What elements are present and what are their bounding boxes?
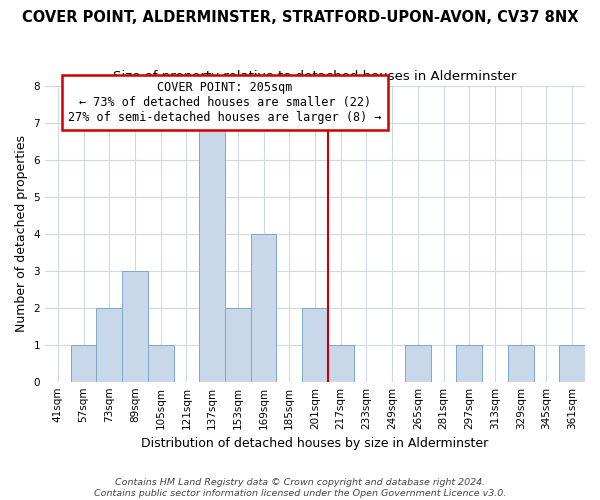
Text: Contains HM Land Registry data © Crown copyright and database right 2024.
Contai: Contains HM Land Registry data © Crown c… [94, 478, 506, 498]
Bar [559, 344, 585, 382]
Text: COVER POINT: 205sqm
← 73% of detached houses are smaller (22)
27% of semi-detach: COVER POINT: 205sqm ← 73% of detached ho… [68, 80, 382, 124]
Bar [328, 344, 353, 382]
Bar [122, 270, 148, 382]
Y-axis label: Number of detached properties: Number of detached properties [15, 135, 28, 332]
Title: Size of property relative to detached houses in Alderminster: Size of property relative to detached ho… [113, 70, 517, 83]
Bar [302, 308, 328, 382]
Bar [508, 344, 533, 382]
Bar [225, 308, 251, 382]
Bar [148, 344, 173, 382]
Bar [97, 308, 122, 382]
Bar [199, 122, 225, 382]
Bar [71, 344, 97, 382]
Bar [251, 234, 277, 382]
Bar [457, 344, 482, 382]
X-axis label: Distribution of detached houses by size in Alderminster: Distribution of detached houses by size … [142, 437, 488, 450]
Text: COVER POINT, ALDERMINSTER, STRATFORD-UPON-AVON, CV37 8NX: COVER POINT, ALDERMINSTER, STRATFORD-UPO… [22, 10, 578, 25]
Bar [405, 344, 431, 382]
